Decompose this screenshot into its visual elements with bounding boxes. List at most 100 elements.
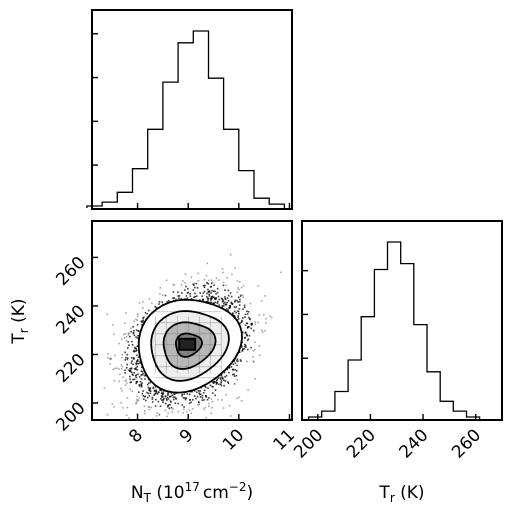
scatter-point	[165, 279, 168, 282]
scatter-point	[121, 338, 123, 341]
scatter-point	[146, 391, 148, 394]
scatter-point	[222, 300, 225, 303]
scatter-point	[208, 295, 211, 297]
scatter-point	[216, 382, 218, 384]
scatter-point	[203, 278, 206, 281]
scatter-point	[183, 406, 185, 408]
scatter-point	[129, 368, 131, 370]
scatter-point	[243, 306, 246, 309]
scatter-point	[216, 302, 219, 304]
scatter-point	[124, 384, 127, 386]
scatter-point	[225, 393, 227, 396]
scatter-point	[183, 393, 185, 395]
scatter-point	[177, 402, 179, 405]
scatter-point	[220, 373, 223, 376]
nt-histogram-background	[92, 10, 292, 209]
scatter-point	[238, 308, 241, 310]
scatter-point	[169, 395, 171, 398]
scatter-point	[218, 383, 220, 386]
scatter-point	[113, 406, 115, 408]
scatter-point	[159, 293, 161, 295]
scatter-point	[161, 394, 164, 396]
scatter-point	[127, 334, 130, 336]
scatter-point	[230, 302, 233, 305]
scatter-point	[130, 327, 132, 330]
scatter-point	[247, 311, 250, 313]
scatter-point	[199, 396, 202, 398]
scatter-point	[252, 350, 254, 352]
scatter-point	[154, 305, 156, 308]
scatter-point	[154, 393, 156, 396]
scatter-point	[210, 296, 213, 298]
scatter-point	[235, 374, 238, 377]
scatter-point	[226, 301, 228, 304]
scatter-point	[135, 336, 137, 338]
scatter-point	[210, 292, 212, 294]
scatter-point	[196, 391, 198, 393]
scatter-point	[254, 321, 256, 323]
scatter-point	[194, 292, 196, 295]
scatter-point	[96, 401, 99, 403]
scatter-point	[238, 288, 240, 291]
scatter-point	[254, 378, 256, 380]
scatter-point	[243, 304, 246, 307]
scatter-point	[184, 398, 187, 401]
scatter-point	[164, 294, 167, 297]
scatter-point	[140, 324, 143, 326]
scatter-point	[141, 370, 144, 373]
scatter-point	[228, 307, 230, 309]
scatter-point	[212, 386, 214, 388]
scatter-point	[169, 400, 172, 402]
scatter-point	[224, 376, 226, 378]
scatter-point	[241, 348, 244, 351]
scatter-point	[106, 413, 109, 416]
scatter-point	[132, 332, 135, 335]
scatter-point	[168, 407, 171, 410]
scatter-point	[127, 341, 129, 343]
scatter-point	[155, 390, 157, 392]
scatter-point	[86, 358, 88, 360]
scatter-point	[167, 391, 169, 394]
scatter-point	[165, 397, 168, 400]
scatter-point	[231, 373, 234, 376]
scatter-point	[133, 334, 136, 337]
scatter-point	[205, 395, 207, 397]
scatter-point	[140, 386, 143, 388]
scatter-point	[260, 300, 263, 302]
scatter-point	[131, 390, 133, 393]
scatter-point	[233, 310, 236, 313]
scatter-point	[240, 360, 242, 362]
scatter-point	[141, 392, 144, 395]
scatter-point	[135, 367, 137, 369]
scatter-point	[139, 360, 141, 363]
scatter-point	[157, 391, 160, 394]
scatter-point	[140, 370, 143, 372]
scatter-point	[153, 394, 155, 396]
scatter-point	[244, 343, 246, 346]
scatter-point	[152, 387, 155, 390]
scatter-point	[169, 403, 171, 406]
scatter-point	[136, 413, 139, 415]
scatter-point	[120, 364, 123, 366]
scatter-point	[124, 351, 126, 354]
scatter-point	[123, 333, 125, 336]
scatter-point	[147, 392, 150, 395]
scatter-point	[177, 410, 180, 413]
scatter-point	[218, 279, 220, 281]
scatter-point	[133, 349, 135, 352]
scatter-point	[229, 292, 232, 294]
scatter-point	[264, 329, 266, 332]
scatter-point	[229, 306, 231, 309]
scatter-point	[133, 320, 135, 323]
scatter-point	[131, 340, 133, 343]
scatter-point	[130, 357, 133, 359]
scatter-point	[204, 284, 206, 287]
scatter-point	[170, 395, 172, 398]
scatter-point	[222, 299, 224, 301]
scatter-point	[121, 353, 124, 356]
scatter-point	[135, 362, 137, 365]
scatter-point	[220, 380, 223, 382]
scatter-point	[192, 283, 194, 285]
scatter-point	[228, 404, 231, 407]
